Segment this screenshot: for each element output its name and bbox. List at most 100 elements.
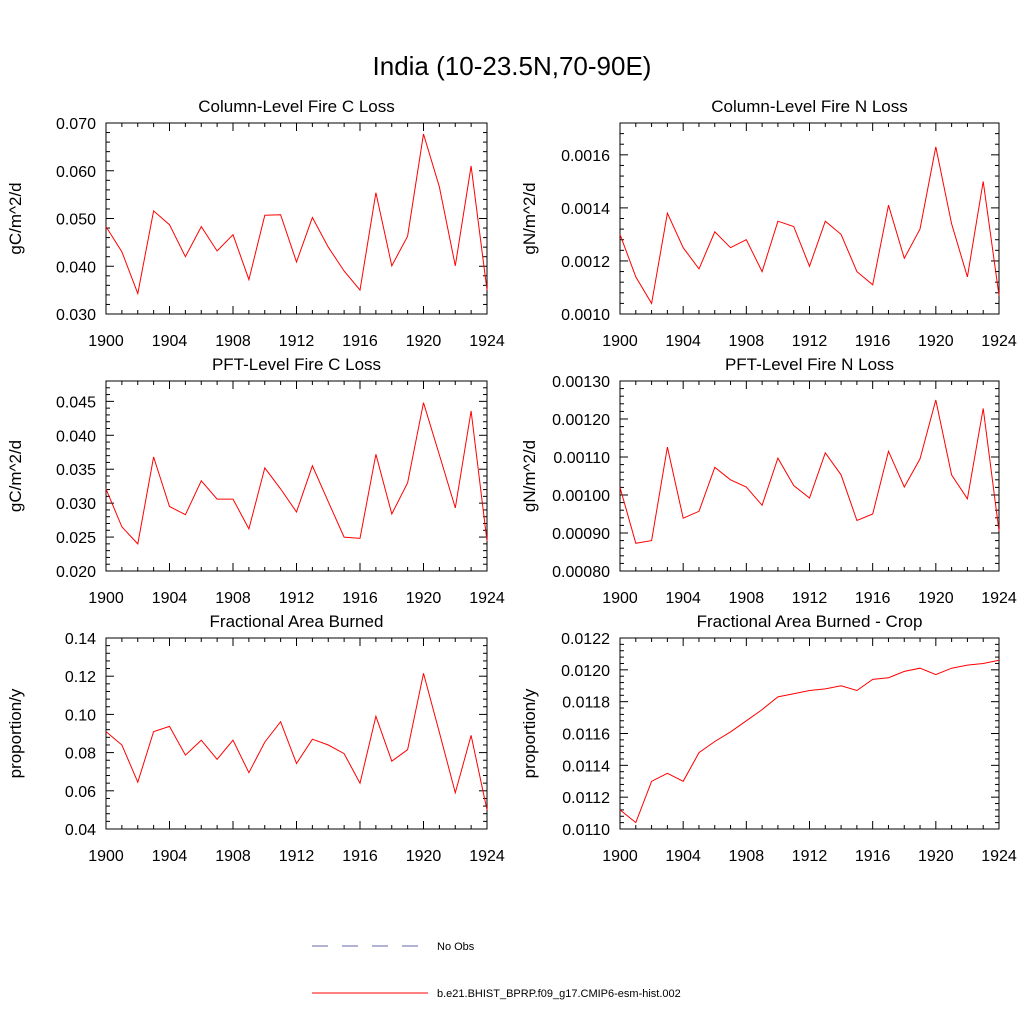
y-tick-label: 0.050: [56, 212, 96, 229]
plot-frame: [105, 122, 488, 315]
x-tick-label: 1912: [279, 848, 315, 865]
y-tick-label: 0.0122: [561, 631, 610, 648]
y-tick-label: 0.025: [56, 530, 96, 547]
legend-label: No Obs: [437, 941, 475, 953]
y-tick-label: 0.0012: [561, 254, 610, 271]
y-tick-label: 0.045: [56, 394, 96, 411]
y-tick-label: 0.00130: [552, 374, 610, 391]
x-tick-label: 1920: [406, 848, 442, 865]
y-tick-label: 0.00080: [552, 564, 610, 581]
x-tick-label: 1920: [406, 333, 442, 350]
x-tick-label: 1900: [88, 848, 124, 865]
chart-title: Fractional Area Burned: [210, 612, 384, 631]
chart-panel-3: 1900 1904 1908 1912 1916 1920 1924 0.020 0.025 0.…: [6, 355, 505, 607]
x-tick-label: 1924: [469, 333, 505, 350]
x-tick-label: 1904: [152, 590, 188, 607]
y-tick-label: 0.14: [65, 631, 96, 648]
x-tick-label: 1920: [918, 590, 954, 607]
y-axis-label: proportion/y: [6, 688, 25, 778]
y-axis-label: gN/m^2/d: [520, 182, 539, 254]
x-tick-label: 1920: [918, 848, 954, 865]
x-tick-label: 1900: [88, 590, 124, 607]
chart-title: PFT-Level Fire C Loss: [212, 355, 381, 374]
x-tick-label: 1912: [279, 590, 315, 607]
y-tick-label: 0.10: [65, 707, 96, 724]
x-tick-label: 1916: [342, 333, 378, 350]
figure-title: India (10-23.5N,70-90E): [373, 51, 652, 81]
x-tick-label: 1904: [152, 848, 188, 865]
chart-title: Column-Level Fire N Loss: [711, 97, 908, 116]
x-tick-label: 1908: [215, 590, 251, 607]
x-tick-label: 1920: [918, 333, 954, 350]
x-tick-label: 1924: [981, 848, 1017, 865]
x-tick-label: 1900: [88, 333, 124, 350]
series-line: [105, 673, 488, 811]
y-tick-label: 0.00120: [552, 412, 610, 429]
chart-panel-5: 1900 1904 1908 1912 1916 1920 1924 0.04 0.06 0.08…: [6, 612, 505, 865]
y-tick-label: 0.020: [56, 564, 96, 581]
panels-group: 1900 1904 1908 1912 1916 1920 1924 0.030 0.040 0.…: [6, 97, 1017, 865]
y-tick-label: 0.0116: [562, 727, 610, 744]
chart-panel-2: 1900 1904 1908 1912 1916 1920 1924 0.0010 0.0012…: [520, 97, 1017, 350]
y-tick-label: 0.040: [56, 259, 96, 276]
y-tick-label: 0.04: [65, 822, 96, 839]
chart-panel-4: 1900 1904 1908 1912 1916 1920 1924 0.00080 0.000…: [520, 355, 1017, 607]
x-tick-label: 1924: [981, 333, 1017, 350]
x-tick-label: 1908: [215, 848, 251, 865]
x-tick-label: 1904: [665, 590, 701, 607]
y-tick-label: 0.00110: [553, 450, 610, 467]
series-line: [105, 133, 488, 296]
x-tick-label: 1916: [855, 848, 891, 865]
y-tick-label: 0.030: [56, 496, 96, 513]
series-line: [619, 399, 1000, 544]
y-tick-label: 0.060: [56, 164, 96, 181]
plot-frame: [619, 122, 1000, 315]
plot-frame: [105, 380, 488, 572]
x-tick-label: 1924: [469, 590, 505, 607]
legend-label: b.e21.BHIST_BPRP.f09_g17.CMIP6-esm-hist.…: [437, 988, 681, 1000]
series-line: [619, 659, 1000, 824]
x-tick-label: 1908: [729, 590, 765, 607]
x-tick-label: 1904: [665, 333, 701, 350]
x-tick-label: 1912: [792, 848, 828, 865]
chart-panel-1: 1900 1904 1908 1912 1916 1920 1924 0.030 0.040 0.…: [6, 97, 505, 350]
y-axis-label: gC/m^2/d: [6, 440, 25, 512]
x-tick-label: 1900: [602, 848, 638, 865]
plot-frame: [105, 637, 488, 830]
x-tick-label: 1900: [602, 590, 638, 607]
series-line: [105, 402, 488, 545]
y-tick-label: 0.0112: [562, 790, 610, 807]
x-tick-label: 1908: [729, 333, 765, 350]
y-tick-label: 0.00090: [552, 526, 610, 543]
y-tick-label: 0.0114: [562, 758, 610, 775]
y-tick-label: 0.0010: [561, 307, 610, 324]
y-tick-label: 0.0120: [561, 663, 610, 680]
x-tick-label: 1924: [981, 590, 1017, 607]
x-tick-label: 1900: [602, 333, 638, 350]
x-tick-label: 1912: [792, 590, 828, 607]
chart-panel-6: 1900 1904 1908 1912 1916 1920 1924 0.0110 0.0112…: [520, 612, 1017, 865]
chart-title: Fractional Area Burned - Crop: [697, 612, 923, 631]
y-tick-label: 0.00100: [552, 488, 610, 505]
chart-title: PFT-Level Fire N Loss: [725, 355, 894, 374]
y-tick-label: 0.12: [65, 669, 96, 686]
y-tick-label: 0.070: [56, 116, 96, 133]
plot-frame: [619, 637, 1000, 830]
x-tick-label: 1912: [279, 333, 315, 350]
x-tick-label: 1912: [792, 333, 828, 350]
y-axis-label: gN/m^2/d: [520, 440, 539, 512]
y-tick-label: 0.0110: [562, 822, 610, 839]
y-tick-label: 0.08: [65, 746, 96, 763]
x-tick-label: 1908: [729, 848, 765, 865]
x-tick-label: 1908: [215, 333, 251, 350]
legend: No Obs b.e21.BHIST_BPRP.f09_g17.CMIP6-esm…: [312, 941, 681, 1000]
y-tick-label: 0.035: [56, 462, 96, 479]
plot-frame: [619, 380, 1000, 572]
y-tick-label: 0.040: [56, 428, 96, 445]
legend-entry-1: No Obs: [312, 941, 475, 953]
y-tick-label: 0.0016: [561, 148, 610, 165]
y-axis-label: gC/m^2/d: [6, 182, 25, 254]
y-tick-label: 0.030: [56, 307, 96, 324]
chart-title: Column-Level Fire C Loss: [198, 97, 395, 116]
